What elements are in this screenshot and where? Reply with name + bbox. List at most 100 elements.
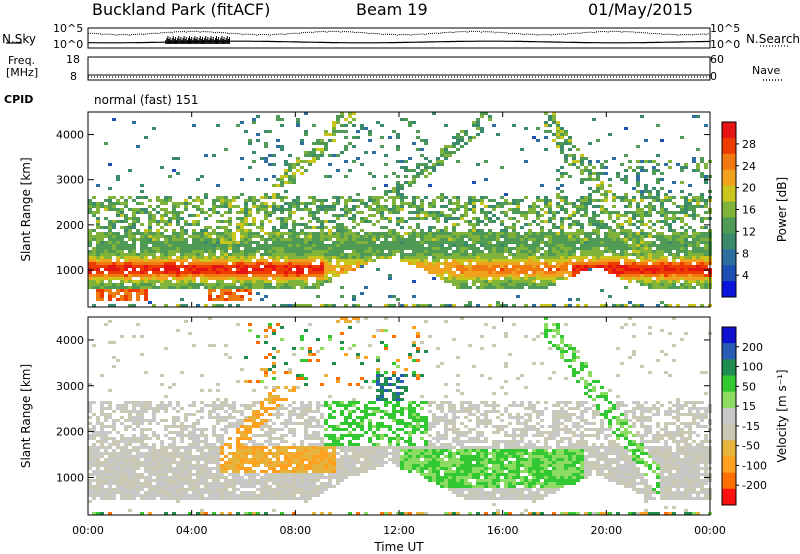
range-gate-cell <box>348 241 352 244</box>
range-gate-cell <box>460 247 464 250</box>
range-gate-cell <box>336 235 340 238</box>
range-gate-cell <box>108 259 112 262</box>
range-gate-cell <box>336 121 340 124</box>
range-gate-cell <box>252 250 256 253</box>
range-gate-cell <box>600 262 604 265</box>
range-gate-cell <box>140 211 144 214</box>
range-gate-cell <box>360 235 364 238</box>
range-gate-cell <box>112 476 116 479</box>
range-gate-cell <box>680 190 684 193</box>
range-gate-cell <box>340 151 344 154</box>
range-gate-cell <box>264 193 268 196</box>
range-gate-cell <box>496 262 500 265</box>
range-gate-cell <box>592 214 596 217</box>
range-gate-cell <box>704 202 708 205</box>
range-gate-cell <box>508 208 512 211</box>
range-gate-cell <box>456 256 460 259</box>
range-gate-cell <box>160 283 164 286</box>
range-gate-cell <box>136 401 140 404</box>
range-gate-cell <box>256 280 260 283</box>
range-gate-cell <box>120 452 124 455</box>
range-gate-cell <box>180 482 184 485</box>
range-gate-cell <box>452 283 456 286</box>
range-gate-cell <box>216 277 220 280</box>
range-gate-cell <box>428 214 432 217</box>
range-gate-cell <box>220 235 224 238</box>
range-gate-cell <box>116 247 120 250</box>
range-gate-cell <box>116 283 120 286</box>
range-gate-cell <box>116 214 120 217</box>
range-gate-cell <box>636 178 640 181</box>
range-gate-cell <box>100 274 104 277</box>
range-gate-cell <box>564 157 568 160</box>
range-gate-cell <box>444 235 448 238</box>
range-gate-cell <box>296 238 300 241</box>
range-gate-cell <box>140 223 144 226</box>
range-gate-cell <box>328 247 332 250</box>
range-gate-cell <box>624 127 628 130</box>
range-gate-cell <box>268 211 272 214</box>
range-gate-cell <box>488 250 492 253</box>
range-gate-cell <box>100 431 104 434</box>
range-gate-cell <box>396 211 400 214</box>
range-gate-cell <box>260 196 264 199</box>
range-gate-cell <box>176 401 180 404</box>
range-gate-cell <box>100 250 104 253</box>
range-gate-cell <box>504 265 508 268</box>
range-gate-cell <box>160 253 164 256</box>
range-gate-cell <box>220 238 224 241</box>
range-gate-cell <box>188 497 192 500</box>
range-gate-cell <box>296 199 300 202</box>
range-gate-cell <box>556 274 560 277</box>
range-gate-cell <box>304 235 308 238</box>
range-gate-cell <box>392 208 396 211</box>
range-gate-cell <box>580 256 584 259</box>
range-gate-cell <box>684 232 688 235</box>
range-gate-cell <box>628 265 632 268</box>
range-gate-cell <box>396 208 400 211</box>
range-gate-cell <box>156 232 160 235</box>
range-gate-cell <box>532 247 536 250</box>
range-gate-cell <box>100 298 104 301</box>
range-gate-cell <box>420 250 424 253</box>
range-gate-cell <box>152 455 156 458</box>
range-gate-cell <box>136 202 140 205</box>
range-gate-cell <box>172 512 176 515</box>
range-gate-cell <box>480 244 484 247</box>
range-gate-cell <box>352 220 356 223</box>
range-gate-cell <box>292 253 296 256</box>
range-gate-cell <box>476 256 480 259</box>
range-gate-cell <box>696 250 700 253</box>
range-gate-cell <box>568 202 572 205</box>
range-gate-cell <box>392 172 396 175</box>
range-gate-cell <box>408 259 412 262</box>
range-gate-cell <box>328 220 332 223</box>
range-gate-cell <box>668 199 672 202</box>
range-gate-cell <box>380 244 384 247</box>
range-gate-cell <box>616 223 620 226</box>
range-gate-cell <box>440 229 444 232</box>
range-gate-cell <box>532 220 536 223</box>
range-gate-cell <box>356 136 360 139</box>
range-gate-cell <box>456 160 460 163</box>
range-gate-cell <box>92 247 96 250</box>
range-gate-cell <box>604 268 608 271</box>
range-gate-cell <box>408 244 412 247</box>
range-gate-cell <box>328 268 332 271</box>
range-gate-cell <box>288 241 292 244</box>
range-gate-cell <box>436 214 440 217</box>
range-gate-cell <box>556 202 560 205</box>
range-gate-cell <box>700 232 704 235</box>
range-gate-cell <box>500 247 504 250</box>
range-gate-cell <box>688 202 692 205</box>
range-gate-cell <box>176 217 180 220</box>
range-gate-cell <box>304 250 308 253</box>
range-gate-cell <box>352 244 356 247</box>
range-gate-cell <box>96 464 100 467</box>
range-gate-cell <box>196 208 200 211</box>
range-gate-cell <box>560 229 564 232</box>
range-gate-cell <box>108 464 112 467</box>
range-gate-cell <box>524 160 528 163</box>
range-gate-cell <box>124 470 128 473</box>
range-gate-cell <box>96 220 100 223</box>
